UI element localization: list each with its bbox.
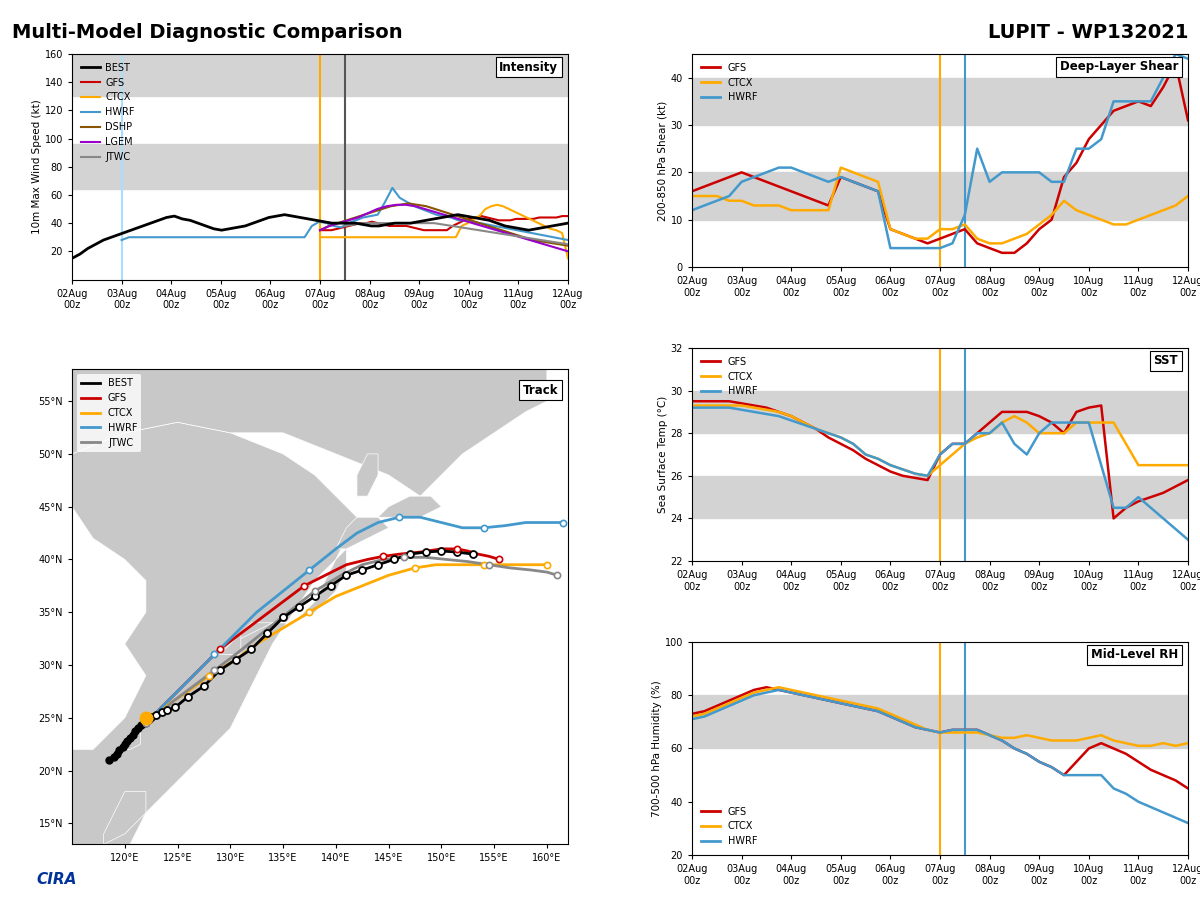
- Polygon shape: [336, 518, 389, 549]
- Bar: [72, 144, 568, 189]
- Polygon shape: [378, 496, 442, 518]
- Text: LUPIT - WP132021: LUPIT - WP132021: [988, 22, 1188, 41]
- Polygon shape: [220, 634, 241, 654]
- Bar: [692, 77, 1188, 125]
- Text: Deep-Layer Shear: Deep-Layer Shear: [1060, 60, 1178, 74]
- Y-axis label: Sea Surface Temp (°C): Sea Surface Temp (°C): [658, 396, 667, 513]
- Bar: [692, 476, 1188, 518]
- Text: SST: SST: [1153, 355, 1178, 367]
- Legend: BEST, GFS, CTCX, HWRF, JTWC: BEST, GFS, CTCX, HWRF, JTWC: [77, 374, 142, 452]
- Bar: [692, 391, 1188, 433]
- Polygon shape: [72, 370, 547, 496]
- Text: Track: Track: [522, 383, 558, 397]
- Legend: GFS, CTCX, HWRF: GFS, CTCX, HWRF: [697, 58, 761, 106]
- Y-axis label: 10m Max Wind Speed (kt): 10m Max Wind Speed (kt): [31, 99, 42, 234]
- Text: CIRA: CIRA: [36, 871, 77, 886]
- Bar: [692, 173, 1188, 220]
- Text: Mid-Level RH: Mid-Level RH: [1091, 648, 1178, 662]
- Polygon shape: [125, 728, 140, 750]
- Text: Intensity: Intensity: [499, 61, 558, 74]
- Polygon shape: [230, 549, 347, 654]
- Y-axis label: 700-500 hPa Humidity (%): 700-500 hPa Humidity (%): [652, 680, 662, 817]
- Polygon shape: [103, 792, 146, 844]
- Bar: [692, 695, 1188, 749]
- Legend: BEST, GFS, CTCX, HWRF, DSHP, LGEM, JTWC: BEST, GFS, CTCX, HWRF, DSHP, LGEM, JTWC: [77, 58, 138, 166]
- Legend: GFS, CTCX, HWRF: GFS, CTCX, HWRF: [697, 803, 761, 850]
- Legend: GFS, CTCX, HWRF: GFS, CTCX, HWRF: [697, 353, 761, 400]
- Polygon shape: [356, 454, 378, 496]
- Y-axis label: 200-850 hPa Shear (kt): 200-850 hPa Shear (kt): [658, 101, 668, 220]
- Polygon shape: [0, 422, 356, 876]
- Text: Multi-Model Diagnostic Comparison: Multi-Model Diagnostic Comparison: [12, 22, 403, 41]
- Bar: [72, 54, 568, 96]
